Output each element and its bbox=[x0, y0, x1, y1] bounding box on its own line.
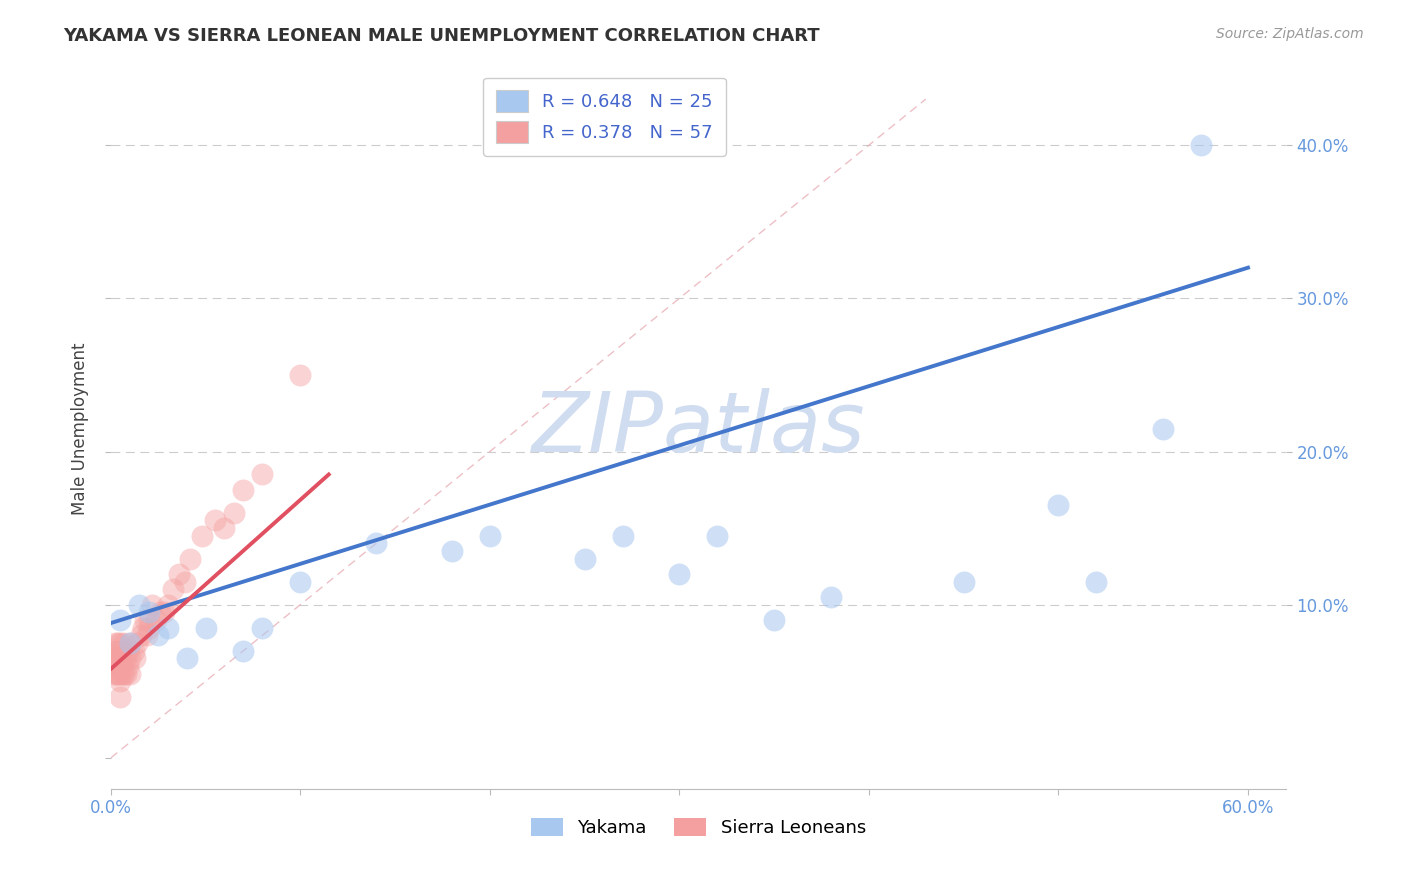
Point bbox=[478, 529, 501, 543]
Point bbox=[149, 606, 172, 620]
Point bbox=[167, 567, 190, 582]
Point bbox=[135, 628, 157, 642]
Point bbox=[110, 659, 132, 673]
Point bbox=[612, 529, 634, 543]
Point bbox=[1152, 421, 1174, 435]
Point bbox=[146, 628, 169, 642]
Point bbox=[132, 621, 155, 635]
Point bbox=[145, 613, 167, 627]
Point bbox=[820, 590, 842, 604]
Point bbox=[110, 690, 132, 704]
Point bbox=[141, 598, 163, 612]
Point bbox=[103, 666, 125, 681]
Point bbox=[366, 536, 388, 550]
Point bbox=[763, 613, 786, 627]
Point bbox=[440, 544, 463, 558]
Point bbox=[232, 483, 254, 497]
Point bbox=[117, 643, 139, 657]
Point bbox=[112, 636, 135, 650]
Point bbox=[105, 666, 128, 681]
Point bbox=[122, 643, 145, 657]
Point bbox=[105, 651, 128, 665]
Point bbox=[118, 636, 141, 650]
Point bbox=[105, 659, 128, 673]
Point bbox=[129, 628, 152, 642]
Text: Source: ZipAtlas.com: Source: ZipAtlas.com bbox=[1216, 27, 1364, 41]
Point bbox=[138, 621, 160, 635]
Point bbox=[138, 613, 160, 627]
Point bbox=[190, 529, 212, 543]
Point bbox=[232, 643, 254, 657]
Point bbox=[214, 521, 236, 535]
Point bbox=[1047, 498, 1070, 512]
Point bbox=[222, 506, 245, 520]
Point bbox=[107, 666, 129, 681]
Point bbox=[103, 643, 125, 657]
Point bbox=[706, 529, 728, 543]
Point bbox=[111, 659, 134, 673]
Point bbox=[176, 651, 198, 665]
Point bbox=[252, 467, 274, 482]
Point bbox=[952, 574, 974, 589]
Point bbox=[252, 621, 274, 635]
Point bbox=[103, 659, 125, 673]
Point bbox=[173, 574, 195, 589]
Point bbox=[1085, 574, 1108, 589]
Point bbox=[111, 643, 134, 657]
Legend: Yakama, Sierra Leoneans: Yakama, Sierra Leoneans bbox=[523, 811, 873, 845]
Point bbox=[107, 659, 129, 673]
Text: ZIP​atlas: ZIP​atlas bbox=[531, 388, 865, 469]
Y-axis label: Male Unemployment: Male Unemployment bbox=[72, 343, 89, 515]
Point bbox=[115, 651, 138, 665]
Point bbox=[112, 666, 135, 681]
Point bbox=[128, 598, 150, 612]
Point bbox=[105, 643, 128, 657]
Point bbox=[1189, 138, 1212, 153]
Point bbox=[110, 651, 132, 665]
Point bbox=[179, 551, 201, 566]
Point bbox=[290, 574, 312, 589]
Point bbox=[290, 368, 312, 382]
Point bbox=[110, 613, 132, 627]
Point bbox=[194, 621, 217, 635]
Point bbox=[118, 651, 141, 665]
Text: YAKAMA VS SIERRA LEONEAN MALE UNEMPLOYMENT CORRELATION CHART: YAKAMA VS SIERRA LEONEAN MALE UNEMPLOYME… bbox=[63, 27, 820, 45]
Point bbox=[117, 659, 139, 673]
Point bbox=[204, 513, 226, 527]
Point bbox=[115, 666, 138, 681]
Point bbox=[118, 636, 141, 650]
Point bbox=[124, 651, 146, 665]
Point bbox=[103, 651, 125, 665]
Point bbox=[107, 636, 129, 650]
Point bbox=[574, 551, 596, 566]
Point bbox=[110, 666, 132, 681]
Point bbox=[162, 582, 184, 597]
Point bbox=[156, 621, 179, 635]
Point bbox=[156, 598, 179, 612]
Point bbox=[668, 567, 690, 582]
Point bbox=[134, 613, 156, 627]
Point bbox=[138, 606, 160, 620]
Point bbox=[127, 636, 149, 650]
Point bbox=[110, 674, 132, 689]
Point bbox=[111, 666, 134, 681]
Point bbox=[153, 606, 176, 620]
Point bbox=[118, 666, 141, 681]
Point bbox=[112, 651, 135, 665]
Point bbox=[110, 636, 132, 650]
Point bbox=[103, 636, 125, 650]
Point bbox=[107, 651, 129, 665]
